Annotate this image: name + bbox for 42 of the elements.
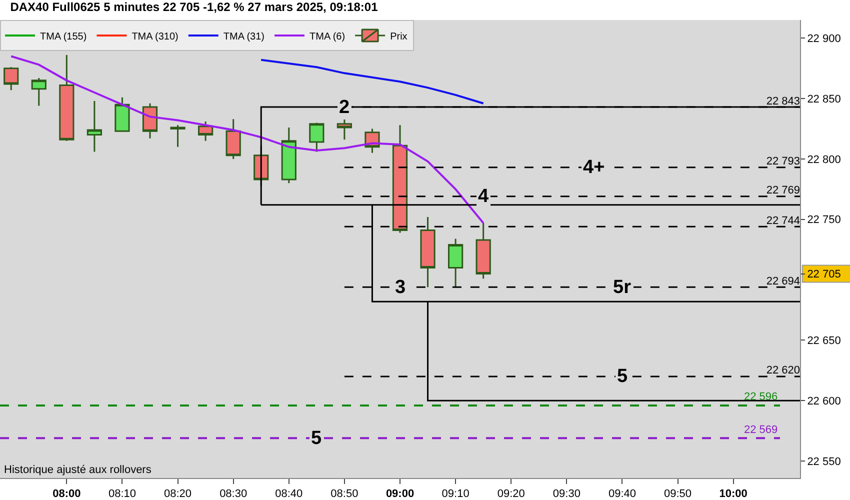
y-tick-label: 22 750 <box>807 214 841 226</box>
annotation: Historique ajusté aux rollovers <box>4 464 152 476</box>
data-label: 22 620 <box>766 364 800 377</box>
x-tick-label: 09:40 <box>608 488 636 500</box>
x-tick-label: 09:00 <box>386 488 414 500</box>
data-label: 22 843 <box>766 95 800 108</box>
legend-label: TMA (310) <box>132 31 178 42</box>
data-label: 22 769 <box>766 184 800 197</box>
x-tick-label: 08:40 <box>275 488 303 500</box>
annotation: 5 <box>311 428 322 449</box>
chart-title: DAX40 Full0625 5 minutes 22 705 -1,62 % 27 mars 2025, 09:18:01 <box>10 0 378 14</box>
x-tick-label: 08:10 <box>108 488 136 500</box>
x-tick-label: 09:50 <box>664 488 692 500</box>
legend-label: TMA (6) <box>310 31 346 42</box>
data-label: 22 694 <box>766 275 800 288</box>
x-tick-label: 08:30 <box>220 488 248 500</box>
ref-line-label: 22 596 <box>744 391 778 403</box>
y-tick-label: 22 550 <box>807 456 841 468</box>
annotation: 4+ <box>583 157 605 178</box>
annotation: 3 <box>395 277 406 298</box>
x-tick-label: 08:50 <box>330 488 358 500</box>
y-tick-label: 22 650 <box>807 335 841 348</box>
annotation: 5 <box>617 366 628 387</box>
x-tick-label: 09:10 <box>442 488 470 500</box>
x-tick-label: 09:20 <box>497 488 525 500</box>
legend-label: TMA (31) <box>223 31 264 42</box>
y-tick-label: 22 705 <box>807 268 841 281</box>
x-tick-label: 10:00 <box>719 488 748 500</box>
y-tick-label: 22 800 <box>807 154 841 166</box>
x-tick-label: 08:00 <box>52 488 81 500</box>
x-tick-label: 08:20 <box>164 488 192 500</box>
data-label: 22 744 <box>766 214 800 227</box>
x-tick-label: 09:30 <box>552 488 580 500</box>
ref-line-label: 22 569 <box>744 424 778 436</box>
data-label: 22 793 <box>766 156 800 168</box>
y-tick-label: 22 900 <box>807 32 841 45</box>
annotation: 4 <box>478 186 489 207</box>
y-tick-label: 22 600 <box>807 396 841 408</box>
legend-label: Prix <box>390 31 408 42</box>
y-tick-label: 22 850 <box>807 93 841 106</box>
annotation: 5r <box>613 277 632 298</box>
legend-label: TMA (155) <box>40 31 87 42</box>
